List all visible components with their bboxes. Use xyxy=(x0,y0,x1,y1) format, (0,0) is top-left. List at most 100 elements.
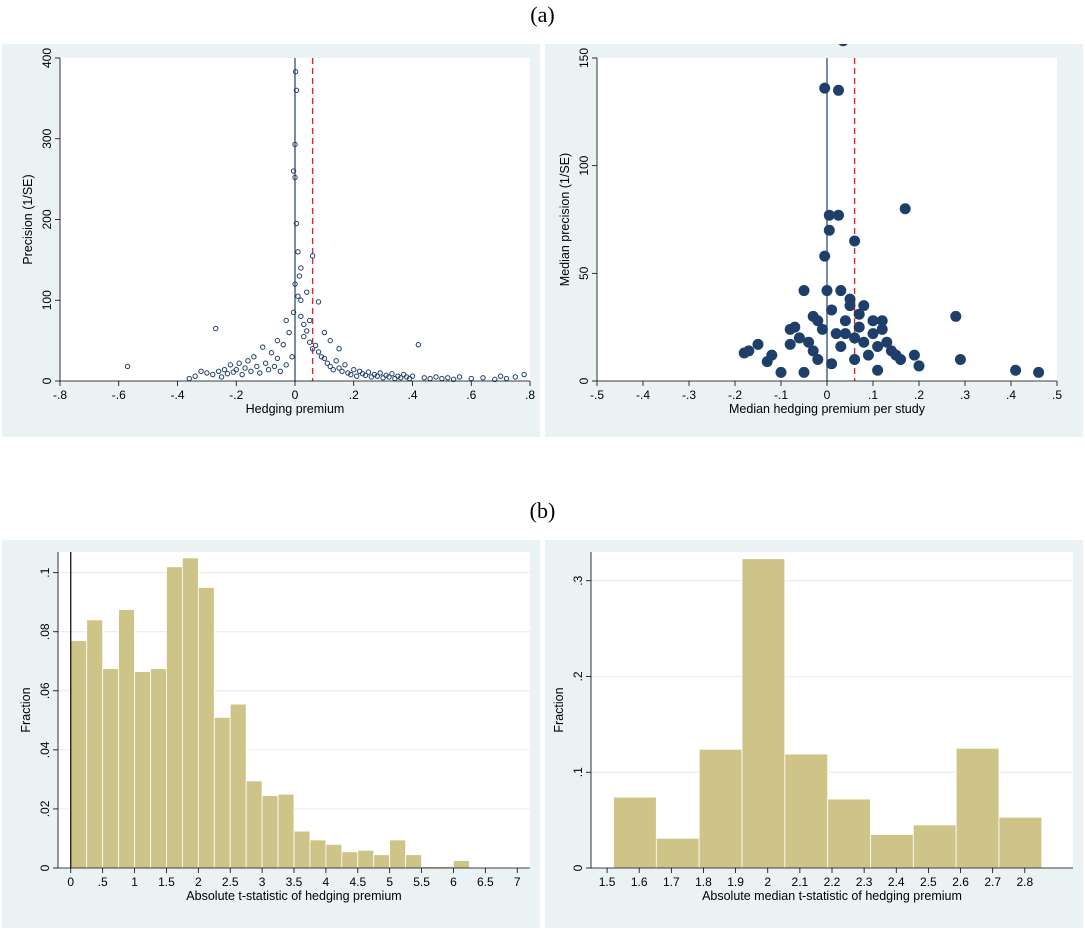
data-point xyxy=(849,332,861,344)
x-tick-label: 2.8 xyxy=(1016,875,1033,889)
data-point xyxy=(353,373,360,379)
x-tick-label: 1.5 xyxy=(158,875,175,889)
data-point xyxy=(823,209,835,221)
data-point xyxy=(849,353,861,365)
x-tick-label: -.1 xyxy=(774,388,788,402)
histogram-bar xyxy=(86,619,104,869)
x-tick-label: -.3 xyxy=(682,388,696,402)
y-tick-label: .02 xyxy=(38,800,52,817)
data-point xyxy=(835,285,847,297)
data-point xyxy=(286,329,292,336)
data-point xyxy=(849,235,861,247)
data-point xyxy=(257,370,263,376)
x-tick-label: 2.1 xyxy=(792,875,809,889)
data-point xyxy=(819,250,831,262)
data-point xyxy=(292,281,298,287)
histogram-bar xyxy=(102,668,119,869)
data-point xyxy=(336,365,342,371)
data-point xyxy=(224,371,231,377)
data-point xyxy=(268,350,275,356)
x-tick-label: 1.9 xyxy=(727,875,744,889)
data-point xyxy=(853,321,865,333)
data-point xyxy=(306,339,313,345)
data-point xyxy=(913,360,925,372)
data-point xyxy=(374,373,380,379)
data-point xyxy=(298,313,304,320)
x-tick-label: 0 xyxy=(292,388,299,402)
data-point xyxy=(844,293,856,305)
data-point xyxy=(386,374,392,380)
y-tick-label: 50 xyxy=(577,266,591,280)
x-tick-label: 1.6 xyxy=(631,875,648,889)
x-tick-label: 1.7 xyxy=(663,875,680,889)
x-tick-label: 6 xyxy=(450,875,457,889)
data-point xyxy=(954,353,966,365)
histogram-bar xyxy=(955,747,1000,869)
x-tick-label: 6.5 xyxy=(477,875,494,889)
y-tick-label: .3 xyxy=(571,575,585,585)
data-point xyxy=(409,373,416,379)
x-axis-title: Median hedging premium per study xyxy=(729,402,926,416)
panel-label-a: (a) xyxy=(530,2,555,27)
chart-a2-container: 0 50 100 150 -.5 -.4 -.3 -.2 -.1 0 .1 .2 .3 .4 .5 Media… xyxy=(545,44,1083,437)
data-point xyxy=(480,375,486,381)
x-tick-label: 2.2 xyxy=(824,875,841,889)
data-point xyxy=(858,336,870,348)
data-point xyxy=(301,333,307,340)
y-tick-label: .1 xyxy=(571,767,585,777)
data-point xyxy=(821,285,833,297)
data-point xyxy=(365,369,372,375)
y-tick-label: .08 xyxy=(38,623,52,640)
y-tick-label: 150 xyxy=(577,48,591,68)
data-point xyxy=(236,360,242,366)
x-tick-label: .8 xyxy=(525,388,535,402)
data-point xyxy=(333,358,339,364)
histogram-bar xyxy=(655,837,700,869)
histogram-bar xyxy=(118,609,135,869)
histogram-bar xyxy=(245,780,263,869)
data-point xyxy=(803,336,815,348)
histogram-bar xyxy=(213,716,231,869)
data-point xyxy=(872,341,884,353)
data-point xyxy=(1033,366,1045,378)
x-tick-label: .5 xyxy=(98,875,108,889)
y-tick-label: 0 xyxy=(40,377,54,384)
data-point xyxy=(295,293,301,299)
x-tick-label: 2.7 xyxy=(984,875,1001,889)
data-point xyxy=(497,373,504,379)
y-axis-title: Median precision (1/SE) xyxy=(558,153,572,286)
x-tick-label: 3 xyxy=(259,875,266,889)
data-point xyxy=(251,354,257,360)
data-point xyxy=(876,315,888,327)
data-point xyxy=(239,371,245,378)
data-point xyxy=(259,344,266,350)
histogram-bar xyxy=(197,587,215,869)
data-point xyxy=(290,168,297,174)
data-point xyxy=(210,371,216,378)
histogram-bar xyxy=(293,830,311,869)
data-point xyxy=(280,341,286,348)
data-point xyxy=(853,308,865,320)
data-point xyxy=(398,375,404,381)
histogram-bar xyxy=(150,668,167,869)
y-tick-label: 400 xyxy=(40,48,54,68)
x-tick-label: -.2 xyxy=(728,388,742,402)
y-tick-label: 300 xyxy=(40,128,54,148)
data-point xyxy=(415,341,422,348)
data-point xyxy=(823,224,835,236)
data-point xyxy=(775,366,787,378)
x-tick-label: 4.5 xyxy=(349,875,366,889)
data-point xyxy=(950,310,962,322)
data-point xyxy=(296,273,303,279)
x-axis-title: Hedging premium xyxy=(246,402,345,416)
data-point xyxy=(826,304,838,316)
x-tick-label: 5 xyxy=(386,875,393,889)
data-point xyxy=(833,209,844,221)
data-point xyxy=(816,323,828,335)
data-point xyxy=(312,342,319,349)
y-axis-title: Fraction xyxy=(19,687,33,732)
panel-label-b: (b) xyxy=(529,498,556,523)
data-point xyxy=(327,337,333,344)
histogram-bar xyxy=(389,839,407,869)
data-point xyxy=(867,328,879,340)
